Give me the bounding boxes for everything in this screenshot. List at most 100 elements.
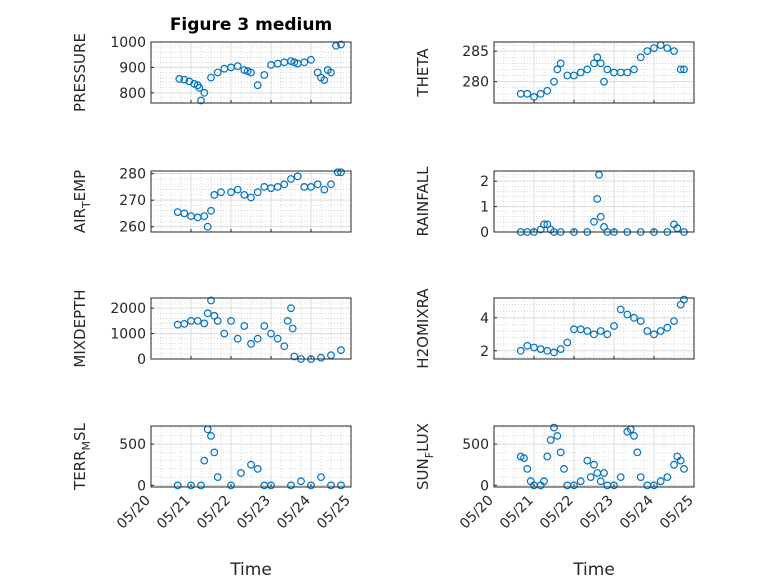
y-axis-label: H2OMIXRA <box>414 288 432 369</box>
y-tick-label: 800 <box>119 86 146 102</box>
y-tick-label: 2 <box>480 344 489 360</box>
data-point <box>307 55 315 64</box>
data-point <box>590 460 598 469</box>
data-point <box>630 313 638 322</box>
data-point <box>616 473 625 482</box>
data-point <box>175 74 184 83</box>
axes-box <box>150 425 352 488</box>
data-point <box>553 432 562 440</box>
subplot-terr_msl: 0 500 05/20 05/21 05/22 05/23 05/24 05/25 TERRMS… <box>71 422 354 532</box>
data-point <box>603 65 612 74</box>
data-point <box>680 465 688 473</box>
data-point <box>200 456 209 465</box>
data-point <box>590 330 598 339</box>
data-point <box>283 317 292 325</box>
data-point <box>676 65 685 74</box>
data-point <box>536 89 545 98</box>
y-tick-label: 285 <box>462 44 489 60</box>
data-point <box>227 188 235 197</box>
data-point <box>596 212 605 221</box>
data-point <box>227 481 235 490</box>
data-point <box>600 77 608 86</box>
subplot-pressure: 800 900 1000 PRESSURE <box>71 33 352 112</box>
data-point <box>203 309 212 318</box>
data-point <box>556 59 565 68</box>
data-point <box>220 329 229 338</box>
data-point <box>307 481 315 490</box>
y-axis-label: AIRTEMP <box>71 170 93 233</box>
data-point <box>237 469 245 477</box>
y-tick-label: 1000 <box>110 327 146 343</box>
data-point <box>173 481 182 490</box>
data-point <box>280 180 289 189</box>
x-tick-label: 05/22 <box>537 493 577 533</box>
y-tick-label: 0 <box>480 225 489 241</box>
y-tick-label: 0 <box>480 478 489 494</box>
data-point <box>337 40 345 49</box>
data-point <box>180 75 189 84</box>
data-point <box>287 57 295 65</box>
y-axis-label: SUNFLUX <box>414 423 436 490</box>
data-point <box>590 217 598 226</box>
data-point <box>570 481 578 490</box>
data-point <box>200 212 209 221</box>
data-point <box>670 460 678 469</box>
data-point <box>253 334 262 343</box>
x-tick-label: 05/20 <box>457 493 497 533</box>
data-point <box>630 65 638 74</box>
data-point <box>287 304 295 313</box>
data-point <box>210 448 219 457</box>
data-point <box>576 68 585 77</box>
x-tick-label: 05/25 <box>314 493 354 533</box>
data-point <box>320 76 329 84</box>
data-point <box>200 88 209 97</box>
data-point <box>583 65 592 74</box>
x-tick-label: 05/24 <box>617 492 657 532</box>
data-point <box>247 460 255 469</box>
data-point <box>200 319 209 328</box>
x-axis-label-left: Time <box>229 560 272 580</box>
y-axis-label: TERRMSL <box>71 422 93 491</box>
x-tick-label: 05/21 <box>497 493 537 533</box>
series-pressure <box>175 40 345 105</box>
subplot-sun_flux: 0 500 05/20 05/21 05/22 05/23 05/24 05/25 SUNFLU… <box>414 423 697 532</box>
data-point <box>540 220 548 229</box>
data-point <box>253 465 262 473</box>
data-point <box>616 305 625 314</box>
y-tick-label: 280 <box>119 167 146 183</box>
data-point <box>247 193 255 202</box>
axes-box <box>150 170 352 233</box>
data-point <box>650 44 658 52</box>
data-point <box>676 456 685 465</box>
data-point <box>583 456 592 465</box>
subplot-theta: 280 285 THETA <box>414 41 695 104</box>
data-point <box>247 339 255 348</box>
axes-box <box>150 41 352 104</box>
data-point <box>630 432 638 440</box>
data-point <box>570 71 578 80</box>
data-point <box>623 310 632 319</box>
data-point <box>656 477 665 486</box>
x-tick-label: 05/24 <box>274 492 314 532</box>
data-point <box>317 473 325 482</box>
data-point <box>213 68 222 77</box>
data-point <box>267 329 275 338</box>
minor-grid <box>151 171 351 233</box>
data-point <box>650 330 658 339</box>
data-point <box>550 423 558 432</box>
y-tick-label: 900 <box>119 60 146 76</box>
data-point <box>543 452 552 461</box>
y-axis-label: MIXDEPTH <box>71 289 89 367</box>
data-point <box>253 188 262 197</box>
data-point <box>656 327 665 335</box>
data-point <box>636 473 645 482</box>
minor-grid <box>494 170 694 233</box>
data-point <box>603 330 612 339</box>
data-point <box>610 481 618 490</box>
axes-box <box>493 170 695 233</box>
data-point <box>203 222 212 231</box>
series-sun_flux <box>516 423 688 490</box>
data-point <box>217 188 225 197</box>
data-point <box>227 317 235 325</box>
